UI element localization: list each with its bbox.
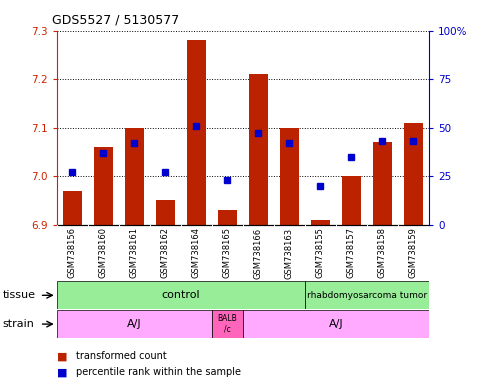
Bar	[218, 210, 237, 225]
Text: transformed count: transformed count	[76, 351, 167, 361]
Text: ■: ■	[57, 351, 67, 361]
Bar	[280, 127, 299, 225]
Text: rhabdomyosarcoma tumor: rhabdomyosarcoma tumor	[307, 291, 427, 300]
Bar	[212, 310, 243, 338]
Bar	[404, 123, 423, 225]
Text: tissue: tissue	[2, 290, 35, 300]
Text: control: control	[161, 290, 200, 300]
Bar	[63, 191, 81, 225]
Text: GSM738161: GSM738161	[130, 227, 139, 278]
Text: GSM738165: GSM738165	[223, 227, 232, 278]
Text: A/J: A/J	[328, 319, 343, 329]
Bar	[57, 310, 212, 338]
Bar	[156, 200, 175, 225]
Bar	[311, 220, 330, 225]
Bar	[305, 281, 429, 309]
Text: GSM738156: GSM738156	[68, 227, 77, 278]
Text: GSM738158: GSM738158	[378, 227, 387, 278]
Text: GSM738166: GSM738166	[254, 227, 263, 278]
Text: GSM738155: GSM738155	[316, 227, 325, 278]
Text: GDS5527 / 5130577: GDS5527 / 5130577	[52, 13, 179, 26]
Text: GSM738160: GSM738160	[99, 227, 108, 278]
Text: GSM738164: GSM738164	[192, 227, 201, 278]
Text: ■: ■	[57, 367, 67, 377]
Text: percentile rank within the sample: percentile rank within the sample	[76, 367, 242, 377]
Bar	[125, 127, 143, 225]
Text: BALB
/c: BALB /c	[217, 314, 237, 334]
Bar	[187, 40, 206, 225]
Bar	[57, 281, 305, 309]
Bar	[373, 142, 391, 225]
Text: GSM738159: GSM738159	[409, 227, 418, 278]
Text: GSM738157: GSM738157	[347, 227, 356, 278]
Text: GSM738162: GSM738162	[161, 227, 170, 278]
Text: strain: strain	[2, 319, 35, 329]
Text: GSM738163: GSM738163	[285, 227, 294, 278]
Bar	[94, 147, 112, 225]
Bar	[342, 176, 361, 225]
Text: A/J: A/J	[127, 319, 141, 329]
Bar	[243, 310, 429, 338]
Bar	[249, 74, 268, 225]
